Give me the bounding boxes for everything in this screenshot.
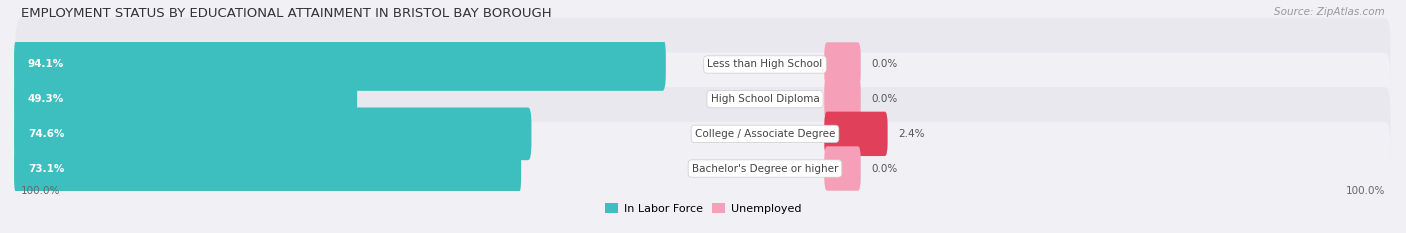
Text: Source: ZipAtlas.com: Source: ZipAtlas.com bbox=[1274, 7, 1385, 17]
Text: 74.6%: 74.6% bbox=[28, 129, 65, 139]
FancyBboxPatch shape bbox=[15, 18, 1391, 111]
Text: 0.0%: 0.0% bbox=[872, 59, 898, 69]
Text: 0.0%: 0.0% bbox=[872, 164, 898, 174]
FancyBboxPatch shape bbox=[824, 42, 860, 87]
FancyBboxPatch shape bbox=[15, 122, 1391, 215]
Text: 0.0%: 0.0% bbox=[872, 94, 898, 104]
FancyBboxPatch shape bbox=[14, 142, 522, 195]
FancyBboxPatch shape bbox=[14, 38, 666, 91]
FancyBboxPatch shape bbox=[14, 73, 357, 126]
Text: EMPLOYMENT STATUS BY EDUCATIONAL ATTAINMENT IN BRISTOL BAY BOROUGH: EMPLOYMENT STATUS BY EDUCATIONAL ATTAINM… bbox=[21, 7, 551, 20]
Text: 94.1%: 94.1% bbox=[28, 59, 65, 69]
FancyBboxPatch shape bbox=[824, 112, 887, 156]
Text: 73.1%: 73.1% bbox=[28, 164, 65, 174]
Text: Bachelor's Degree or higher: Bachelor's Degree or higher bbox=[692, 164, 838, 174]
Text: High School Diploma: High School Diploma bbox=[710, 94, 820, 104]
Text: 100.0%: 100.0% bbox=[1346, 186, 1385, 196]
FancyBboxPatch shape bbox=[824, 77, 860, 121]
FancyBboxPatch shape bbox=[824, 146, 860, 191]
FancyBboxPatch shape bbox=[14, 107, 531, 160]
Legend: In Labor Force, Unemployed: In Labor Force, Unemployed bbox=[600, 199, 806, 218]
FancyBboxPatch shape bbox=[15, 52, 1391, 146]
Text: College / Associate Degree: College / Associate Degree bbox=[695, 129, 835, 139]
FancyBboxPatch shape bbox=[15, 87, 1391, 181]
Text: 49.3%: 49.3% bbox=[28, 94, 65, 104]
Text: 2.4%: 2.4% bbox=[898, 129, 925, 139]
Text: Less than High School: Less than High School bbox=[707, 59, 823, 69]
Text: 100.0%: 100.0% bbox=[21, 186, 60, 196]
